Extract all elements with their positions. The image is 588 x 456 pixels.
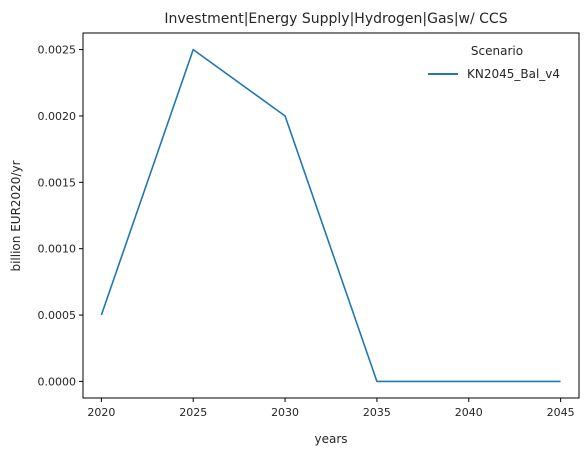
x-tick-label: 2035: [363, 406, 391, 419]
x-tick-label: 2025: [179, 406, 207, 419]
x-tick-label: 2030: [271, 406, 299, 419]
series-line: [100, 48, 561, 383]
legend: Scenario KN2045_Bal_v4: [428, 44, 560, 81]
axes-frame: [82, 32, 580, 399]
y-tick-label: 0.0015: [38, 176, 77, 189]
x-axis-label: years: [314, 432, 347, 446]
x-tick-label: 2020: [87, 406, 115, 419]
y-tick-label: 0.0020: [38, 110, 77, 123]
y-tick-label: 0.0025: [38, 44, 77, 57]
y-tick-label: 0.0010: [38, 243, 77, 256]
y-tick-label: 0.0005: [38, 309, 77, 322]
legend-entry-label: KN2045_Bal_v4: [467, 67, 560, 81]
y-tick-label: 0.0000: [38, 375, 77, 388]
x-tick-label: 2045: [547, 406, 575, 419]
y-axis-label: billion EUR2020/yr: [9, 160, 23, 271]
plot-area: 2020 2025 2030 2035 2040 2045 0.0000 0.0005 0.00…: [38, 32, 580, 419]
x-tick-label: 2040: [455, 406, 483, 419]
chart-title: Investment|Energy Supply|Hydrogen|Gas|w/…: [164, 11, 507, 27]
legend-title: Scenario: [471, 44, 523, 58]
